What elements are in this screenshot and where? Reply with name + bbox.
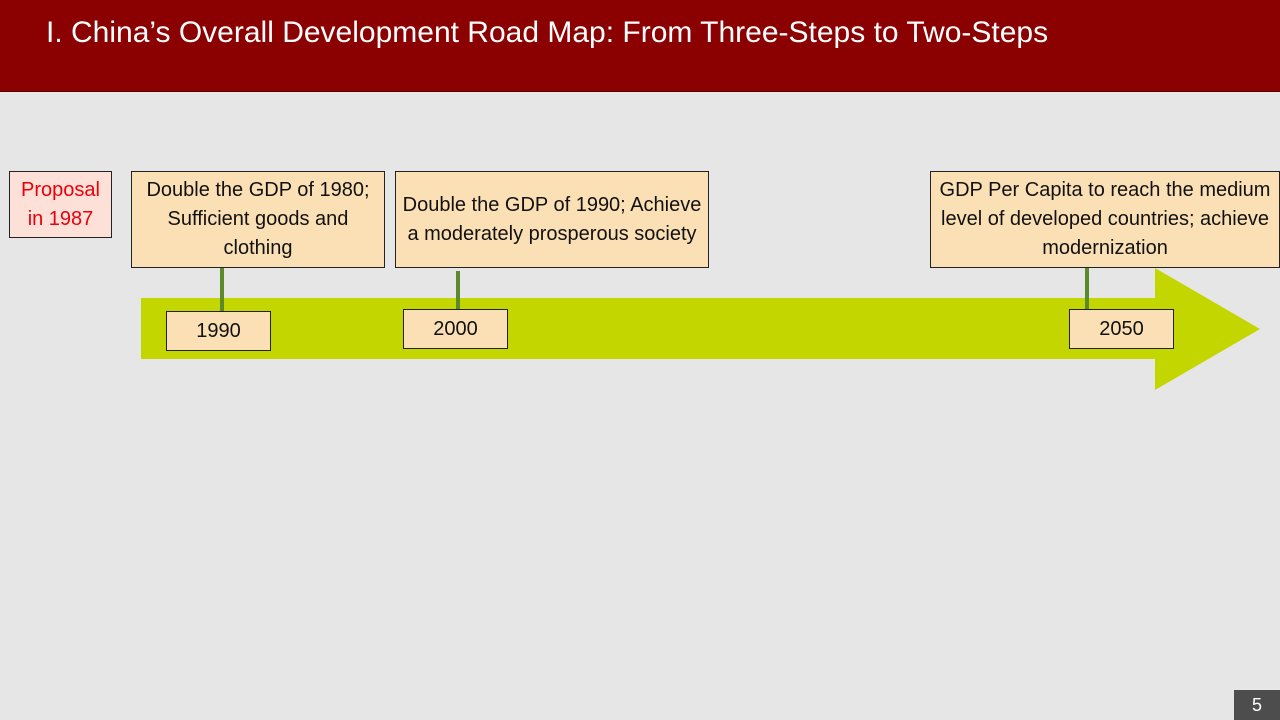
milestone-description-1990: Double the GDP of 1980; Sufficient goods… — [131, 171, 385, 268]
title-bar: I. China’s Overall Development Road Map:… — [0, 0, 1280, 92]
milestone-description-2050: GDP Per Capita to reach the medium level… — [930, 171, 1280, 268]
proposal-line-1: Proposal — [21, 178, 100, 201]
page-number: 5 — [1234, 690, 1280, 720]
stem-1990 — [220, 268, 224, 311]
milestone-year-1990: 1990 — [166, 311, 271, 351]
stem-2000 — [456, 271, 460, 309]
proposal-line-2: in 1987 — [27, 207, 94, 230]
milestone-description-2000: Double the GDP of 1990; Achieve a modera… — [395, 171, 709, 268]
milestone-year-2000: 2000 — [403, 309, 508, 349]
proposal-label: Proposal in 1987 — [9, 171, 112, 238]
stem-2050 — [1085, 268, 1089, 309]
slide-title: I. China’s Overall Development Road Map:… — [46, 16, 1049, 49]
timeline-arrow-shape — [141, 268, 1260, 390]
milestone-year-2050: 2050 — [1069, 309, 1174, 349]
